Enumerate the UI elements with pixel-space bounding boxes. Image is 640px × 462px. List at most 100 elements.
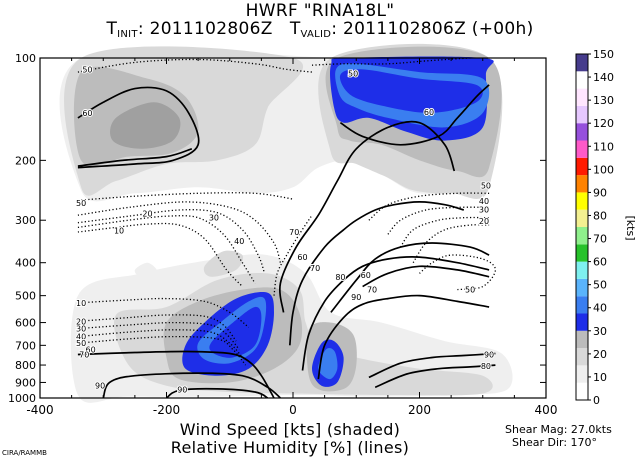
rh-label-25: 50 bbox=[76, 339, 86, 348]
rh-label-16: 80 bbox=[335, 273, 345, 282]
colorbar-label-100: 100 bbox=[593, 163, 614, 176]
rh-label-9: 20 bbox=[142, 210, 152, 219]
colorbar-band-7 bbox=[576, 261, 588, 279]
init-subscript: INIT bbox=[117, 29, 138, 40]
colorbar-label-120: 120 bbox=[593, 117, 614, 130]
colorbar-label-20: 20 bbox=[593, 348, 607, 361]
rh-label-26: 60 bbox=[86, 345, 96, 354]
rh-90-right-low bbox=[368, 352, 496, 379]
rh-50-upper-left bbox=[77, 58, 313, 73]
valid-prefix: T bbox=[289, 19, 301, 39]
x-axis-title-wind: Wind Speed [kts] (shaded) bbox=[179, 420, 401, 439]
colorbar-frame bbox=[575, 53, 589, 401]
time-subtitle: TINIT: 2011102806Z TVALID: 2011102806Z (… bbox=[0, 19, 640, 40]
colorbar-label-80: 80 bbox=[593, 209, 607, 222]
colorbar-label-30: 30 bbox=[593, 325, 607, 338]
rh-70-vertical bbox=[279, 120, 456, 313]
rh-label-10: 10 bbox=[114, 227, 124, 236]
colorbar-band-1 bbox=[576, 365, 588, 383]
y-tick-label-100: 100 bbox=[15, 52, 36, 65]
rh-label-20: 50 bbox=[465, 286, 475, 295]
init-time: : 2011102806Z bbox=[137, 19, 273, 39]
rh-label-18: 60 bbox=[361, 271, 371, 280]
y-tick-label-1000: 1000 bbox=[8, 392, 36, 405]
colorbar-label-110: 110 bbox=[593, 140, 614, 153]
rh-label-23: 30 bbox=[76, 325, 86, 334]
colorbar-band-4 bbox=[576, 313, 588, 331]
init-prefix: T bbox=[106, 19, 118, 39]
x-tick-label--400: -400 bbox=[26, 403, 53, 417]
colorbar-band-3 bbox=[576, 330, 588, 349]
colorbar-band-13 bbox=[576, 157, 588, 176]
rh-label-15: 70 bbox=[310, 264, 320, 273]
rh-40-lower-left bbox=[77, 329, 243, 358]
rh-label-11: 30 bbox=[209, 214, 219, 223]
y-tick-label-900: 900 bbox=[15, 376, 36, 389]
colorbar-unit-label: [kts] bbox=[624, 216, 637, 241]
rh-label-1: 60 bbox=[82, 109, 92, 118]
rh-50-right bbox=[368, 192, 490, 221]
colorbar-band-2 bbox=[576, 348, 588, 366]
chart-title: HWRF "RINA18L" bbox=[245, 1, 395, 21]
rh-90-center bbox=[317, 294, 490, 380]
rh-40-right bbox=[387, 206, 490, 235]
shade-50-jet-upper-right bbox=[339, 69, 483, 113]
rh-90-lower-left bbox=[165, 387, 269, 398]
rh-label-8: 50 bbox=[76, 199, 86, 208]
colorbar-label-90: 90 bbox=[593, 186, 607, 199]
rh-80-right-low bbox=[374, 364, 496, 389]
rh-60-upper-left bbox=[77, 86, 200, 169]
x-tick-label-200: 200 bbox=[408, 403, 431, 417]
valid-time: : 2011102806Z (+00h) bbox=[331, 19, 534, 39]
rh-label-0: 50 bbox=[82, 65, 92, 74]
colorbar-label-140: 140 bbox=[593, 71, 614, 84]
rh-60-dotted-center bbox=[273, 214, 313, 296]
colorbar-band-15 bbox=[576, 123, 588, 141]
rh-label-3: 60 bbox=[424, 108, 434, 117]
colorbar-label-60: 60 bbox=[593, 256, 607, 269]
rh-label-24: 40 bbox=[76, 333, 86, 342]
rh-label-7: 20 bbox=[479, 217, 489, 226]
y-tick-label-300: 300 bbox=[15, 214, 36, 227]
rh-label-4: 50 bbox=[481, 181, 491, 190]
colorbar-band-19 bbox=[576, 54, 588, 72]
rh-30-lower-left bbox=[77, 321, 240, 350]
colorbar-label-10: 10 bbox=[593, 371, 607, 384]
rh-label-21: 10 bbox=[76, 299, 86, 308]
x-tick-label--200: -200 bbox=[153, 403, 180, 417]
y-tick-label-200: 200 bbox=[15, 154, 36, 167]
colorbar-band-5 bbox=[576, 296, 588, 314]
y-tick-label-400: 400 bbox=[15, 257, 36, 270]
shear-direction: Shear Dir: 170° bbox=[512, 436, 598, 449]
valid-subscript: VALID bbox=[300, 29, 332, 40]
rh-label-19: 70 bbox=[367, 286, 377, 295]
credit-label: CIRA/RAMMB bbox=[2, 449, 47, 457]
shade-10-left-mid bbox=[134, 262, 158, 277]
rh-label-5: 40 bbox=[479, 197, 489, 206]
rh-label-12: 40 bbox=[234, 237, 244, 246]
rh-label-22: 20 bbox=[76, 317, 86, 326]
rh-label-29: 80 bbox=[481, 362, 491, 371]
rh-label-6: 30 bbox=[479, 206, 489, 215]
rh-label-13: 70 bbox=[289, 228, 299, 237]
shade-40-upper bbox=[110, 102, 181, 149]
rh-60-center bbox=[288, 201, 465, 346]
colorbar-label-150: 150 bbox=[593, 48, 614, 61]
rh-label-31: 90 bbox=[95, 382, 105, 391]
x-tick-label-0: 0 bbox=[289, 403, 297, 417]
rh-10-lower-left bbox=[77, 297, 250, 328]
rh-20-left bbox=[77, 215, 256, 284]
y-tick-label-700: 700 bbox=[15, 339, 36, 352]
colorbar-band-16 bbox=[576, 105, 588, 124]
colorbar-label-40: 40 bbox=[593, 302, 607, 315]
colorbar-band-8 bbox=[576, 244, 588, 262]
rh-label-2: 50 bbox=[348, 69, 358, 78]
rh-label-27: 70 bbox=[79, 351, 89, 360]
shade-45-core-lower-right bbox=[318, 348, 338, 380]
rh-50-upper-right bbox=[311, 58, 490, 66]
colorbar-band-6 bbox=[576, 278, 588, 297]
y-tick-label-500: 500 bbox=[15, 290, 36, 303]
colorbar-band-12 bbox=[576, 175, 588, 193]
shear-magnitude: Shear Mag: 27.0kts bbox=[505, 423, 612, 436]
